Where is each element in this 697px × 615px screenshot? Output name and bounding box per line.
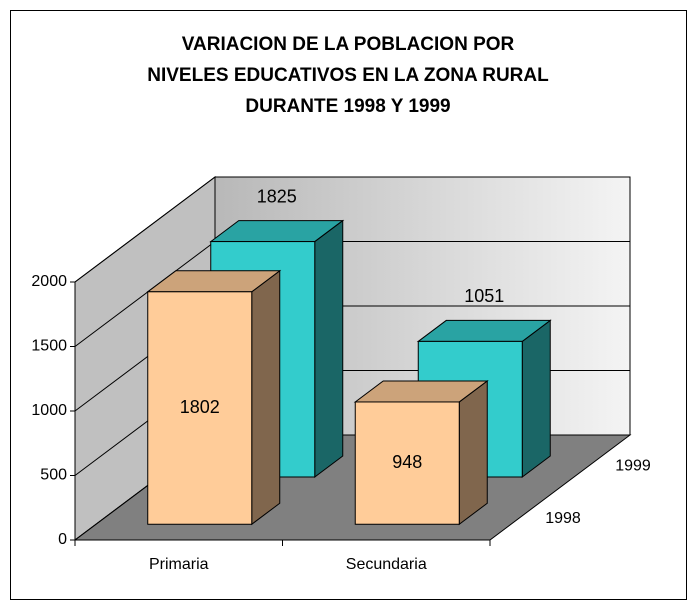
grid-line [74,241,216,347]
bar [354,401,460,525]
bar-side [521,319,551,478]
bar-side [251,269,281,526]
x-tick-label: Primaria [149,556,209,573]
data-label: 1825 [257,186,297,206]
y-tick-label: 1500 [31,338,67,355]
y-tick-label: 2000 [31,273,67,290]
bar [147,291,253,525]
bar-side [314,219,344,478]
depth-label: 1998 [545,510,581,527]
data-label: 948 [392,452,422,472]
data-label: 1051 [464,286,504,306]
bar-side [458,379,488,526]
y-tick-label: 0 [58,531,67,548]
grid-line [74,176,216,283]
chart-title: VARIACION DE LA POBLACION POR [182,34,515,55]
depth-label: 1999 [615,457,651,474]
chart-title: NIVELES EDUCATIVOS EN LA ZONA RURAL [147,65,549,86]
data-label: 1802 [180,397,220,417]
y-tick-label: 1000 [31,402,67,419]
x-tick-label: Secundaria [346,556,427,573]
chart-title: DURANTE 1998 Y 1999 [245,96,450,117]
y-tick-label: 500 [40,467,67,484]
